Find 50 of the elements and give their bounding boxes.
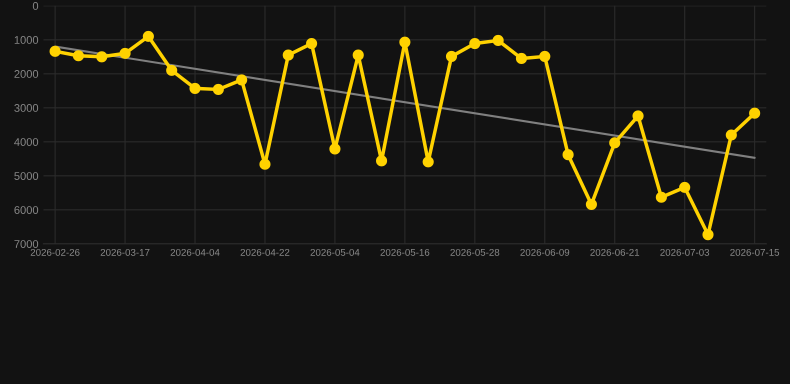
- point: [50, 46, 61, 57]
- point: [212, 84, 224, 95]
- point: [702, 229, 714, 240]
- point: [142, 30, 154, 42]
- y-tick-label: 2000: [14, 70, 38, 78]
- point: [492, 34, 504, 46]
- x-tick-label: 2026-06-09: [520, 248, 570, 256]
- x-tick-label: 2026-02-26: [30, 248, 80, 256]
- y-tick-label: 0: [32, 2, 38, 10]
- point: [96, 51, 108, 62]
- y-tick-label: 3000: [14, 104, 38, 112]
- point: [679, 182, 690, 193]
- point: [516, 52, 528, 64]
- point: [632, 110, 644, 122]
- x-tick-label: 2026-04-22: [240, 248, 290, 256]
- point: [446, 50, 458, 62]
- point: [422, 156, 434, 168]
- point: [726, 129, 737, 141]
- point: [120, 48, 131, 59]
- x-tick-label: 2026-05-28: [450, 248, 500, 256]
- point: [72, 50, 84, 62]
- point: [539, 50, 550, 62]
- y-tick-label: 6000: [14, 206, 38, 214]
- point: [609, 137, 620, 148]
- point: [376, 155, 388, 166]
- point: [306, 38, 318, 50]
- y-tick-label: 4000: [14, 138, 38, 146]
- x-tick-label: 2026-03-17: [100, 248, 150, 256]
- y-tick-label: 7000: [14, 240, 38, 248]
- x-tick-label: 2026-04-04: [170, 248, 220, 256]
- point: [282, 50, 294, 61]
- point: [166, 64, 178, 76]
- x-tick-label: 2026-07-03: [660, 248, 710, 256]
- point: [399, 36, 410, 48]
- point: [352, 50, 364, 61]
- y-tick-label: 1000: [14, 36, 38, 44]
- point: [236, 74, 248, 86]
- y-tick-label: 5000: [14, 172, 38, 180]
- point: [749, 108, 760, 119]
- point: [329, 143, 340, 155]
- point: [259, 158, 271, 170]
- point: [189, 82, 201, 94]
- x-tick-label: 2026-07-15: [730, 248, 780, 256]
- point: [586, 198, 597, 210]
- x-tick-label: 2026-06-21: [590, 248, 640, 256]
- point: [656, 192, 667, 203]
- x-tick-label: 2026-05-16: [380, 248, 430, 256]
- x-tick-label: 2026-05-04: [310, 248, 360, 256]
- point: [562, 149, 574, 160]
- point: [469, 38, 480, 50]
